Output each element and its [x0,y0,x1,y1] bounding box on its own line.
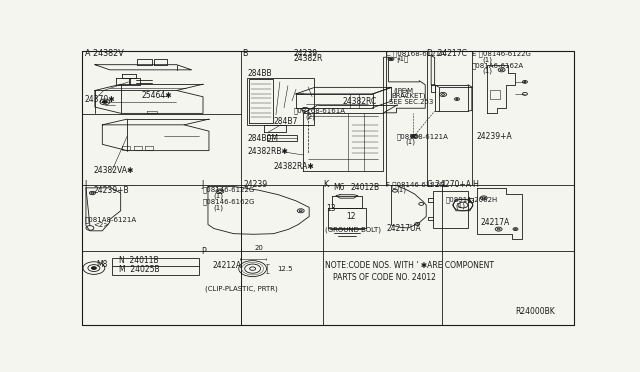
Text: (1): (1) [483,68,493,74]
Bar [490,90,500,99]
Circle shape [412,135,415,137]
Bar [401,90,407,96]
Text: N  24011B: N 24011B [118,256,158,264]
Text: M6: M6 [333,183,344,192]
Text: 13: 13 [326,204,335,213]
Text: D  24217C: D 24217C [428,49,467,58]
Text: K: K [323,180,328,189]
Text: P: P [202,247,206,256]
Text: (CLIP-PLASTIC, PRTR): (CLIP-PLASTIC, PRTR) [205,285,278,292]
Text: <2>: <2> [93,222,109,228]
Text: (1): (1) [455,202,465,209]
Text: (1): (1) [483,56,493,63]
Text: Ⓓ081A8-6121A: Ⓓ081A8-6121A [85,216,137,223]
Text: E Ⓓ08146-6122G: E Ⓓ08146-6122G [472,51,531,57]
Text: ⓕ08911-2062H: ⓕ08911-2062H [446,196,499,203]
Text: 24217UA: 24217UA [386,224,420,233]
Text: 24239: 24239 [293,49,317,58]
Text: 24217A: 24217A [481,218,510,227]
Text: G 24270+A: G 24270+A [428,180,471,189]
Text: 24382RA✱: 24382RA✱ [273,161,314,171]
Text: 284BB: 284BB [248,69,272,78]
Text: 25464✱: 25464✱ [142,91,173,100]
Text: Ⓓ08146-6162G: Ⓓ08146-6162G [203,198,255,205]
Text: 24239: 24239 [244,180,268,189]
Text: (IPDM: (IPDM [394,87,413,94]
Text: 24239+A: 24239+A [477,132,513,141]
Text: SEE SEC.253: SEE SEC.253 [388,99,433,105]
Text: (1): (1) [405,139,415,145]
Bar [112,258,198,275]
Text: Ⓓ08146-6122G: Ⓓ08146-6122G [203,187,255,193]
Text: Ⓝ08168-6121A: Ⓝ08168-6121A [396,133,449,140]
Text: J: J [202,180,204,189]
Text: M  24025B: M 24025B [118,265,159,274]
Bar [268,135,297,141]
Text: 20: 20 [255,245,264,251]
Text: 24012B: 24012B [351,183,380,192]
Text: C Ⓝ08168-6121A: C Ⓝ08168-6121A [386,51,445,57]
Text: 284B7: 284B7 [273,118,298,126]
Bar [246,78,314,125]
Text: BRACKET): BRACKET) [392,93,426,99]
Text: PARTS OF CODE NO. 24012: PARTS OF CODE NO. 24012 [333,273,436,282]
Text: 12: 12 [346,212,355,221]
Text: NOTE:CODE NOS. WITH ' ✱ARE COMPONENT: NOTE:CODE NOS. WITH ' ✱ARE COMPONENT [325,261,494,270]
Text: 24239+B: 24239+B [94,186,129,195]
Text: A 24382V: A 24382V [85,49,124,58]
Text: F Ⓓ08146-6122G: F Ⓓ08146-6122G [386,182,445,188]
Circle shape [92,267,97,269]
Text: (1): (1) [213,204,223,211]
Text: (2): (2) [305,113,315,120]
Bar [433,191,468,228]
Text: 24382VA✱: 24382VA✱ [94,166,134,175]
Text: 24382RC: 24382RC [343,97,377,106]
Text: 284B0M: 284B0M [248,134,278,143]
Text: (1): (1) [396,187,406,193]
Text: M8: M8 [96,260,108,269]
Text: R24000BK: R24000BK [515,307,556,316]
Circle shape [102,100,108,103]
Text: 24370✱: 24370✱ [85,95,116,104]
Text: I: I [84,180,86,189]
Text: 12.5: 12.5 [277,266,293,272]
Text: L: L [442,180,447,189]
Text: ∲1⤳: ∲1⤳ [396,56,409,63]
Text: (1): (1) [213,193,223,199]
Text: H: H [472,180,477,189]
Text: Ⓝ08168-6161A: Ⓝ08168-6161A [293,108,346,115]
Text: B: B [243,49,248,58]
Text: 24382RB✱: 24382RB✱ [248,147,289,156]
Circle shape [390,58,392,60]
Text: 24382R: 24382R [293,54,323,63]
Text: 24212A: 24212A [213,261,242,270]
Text: Ⓓ081A6-6162A: Ⓓ081A6-6162A [472,62,524,68]
Text: (GROUND BOLT): (GROUND BOLT) [325,227,381,233]
